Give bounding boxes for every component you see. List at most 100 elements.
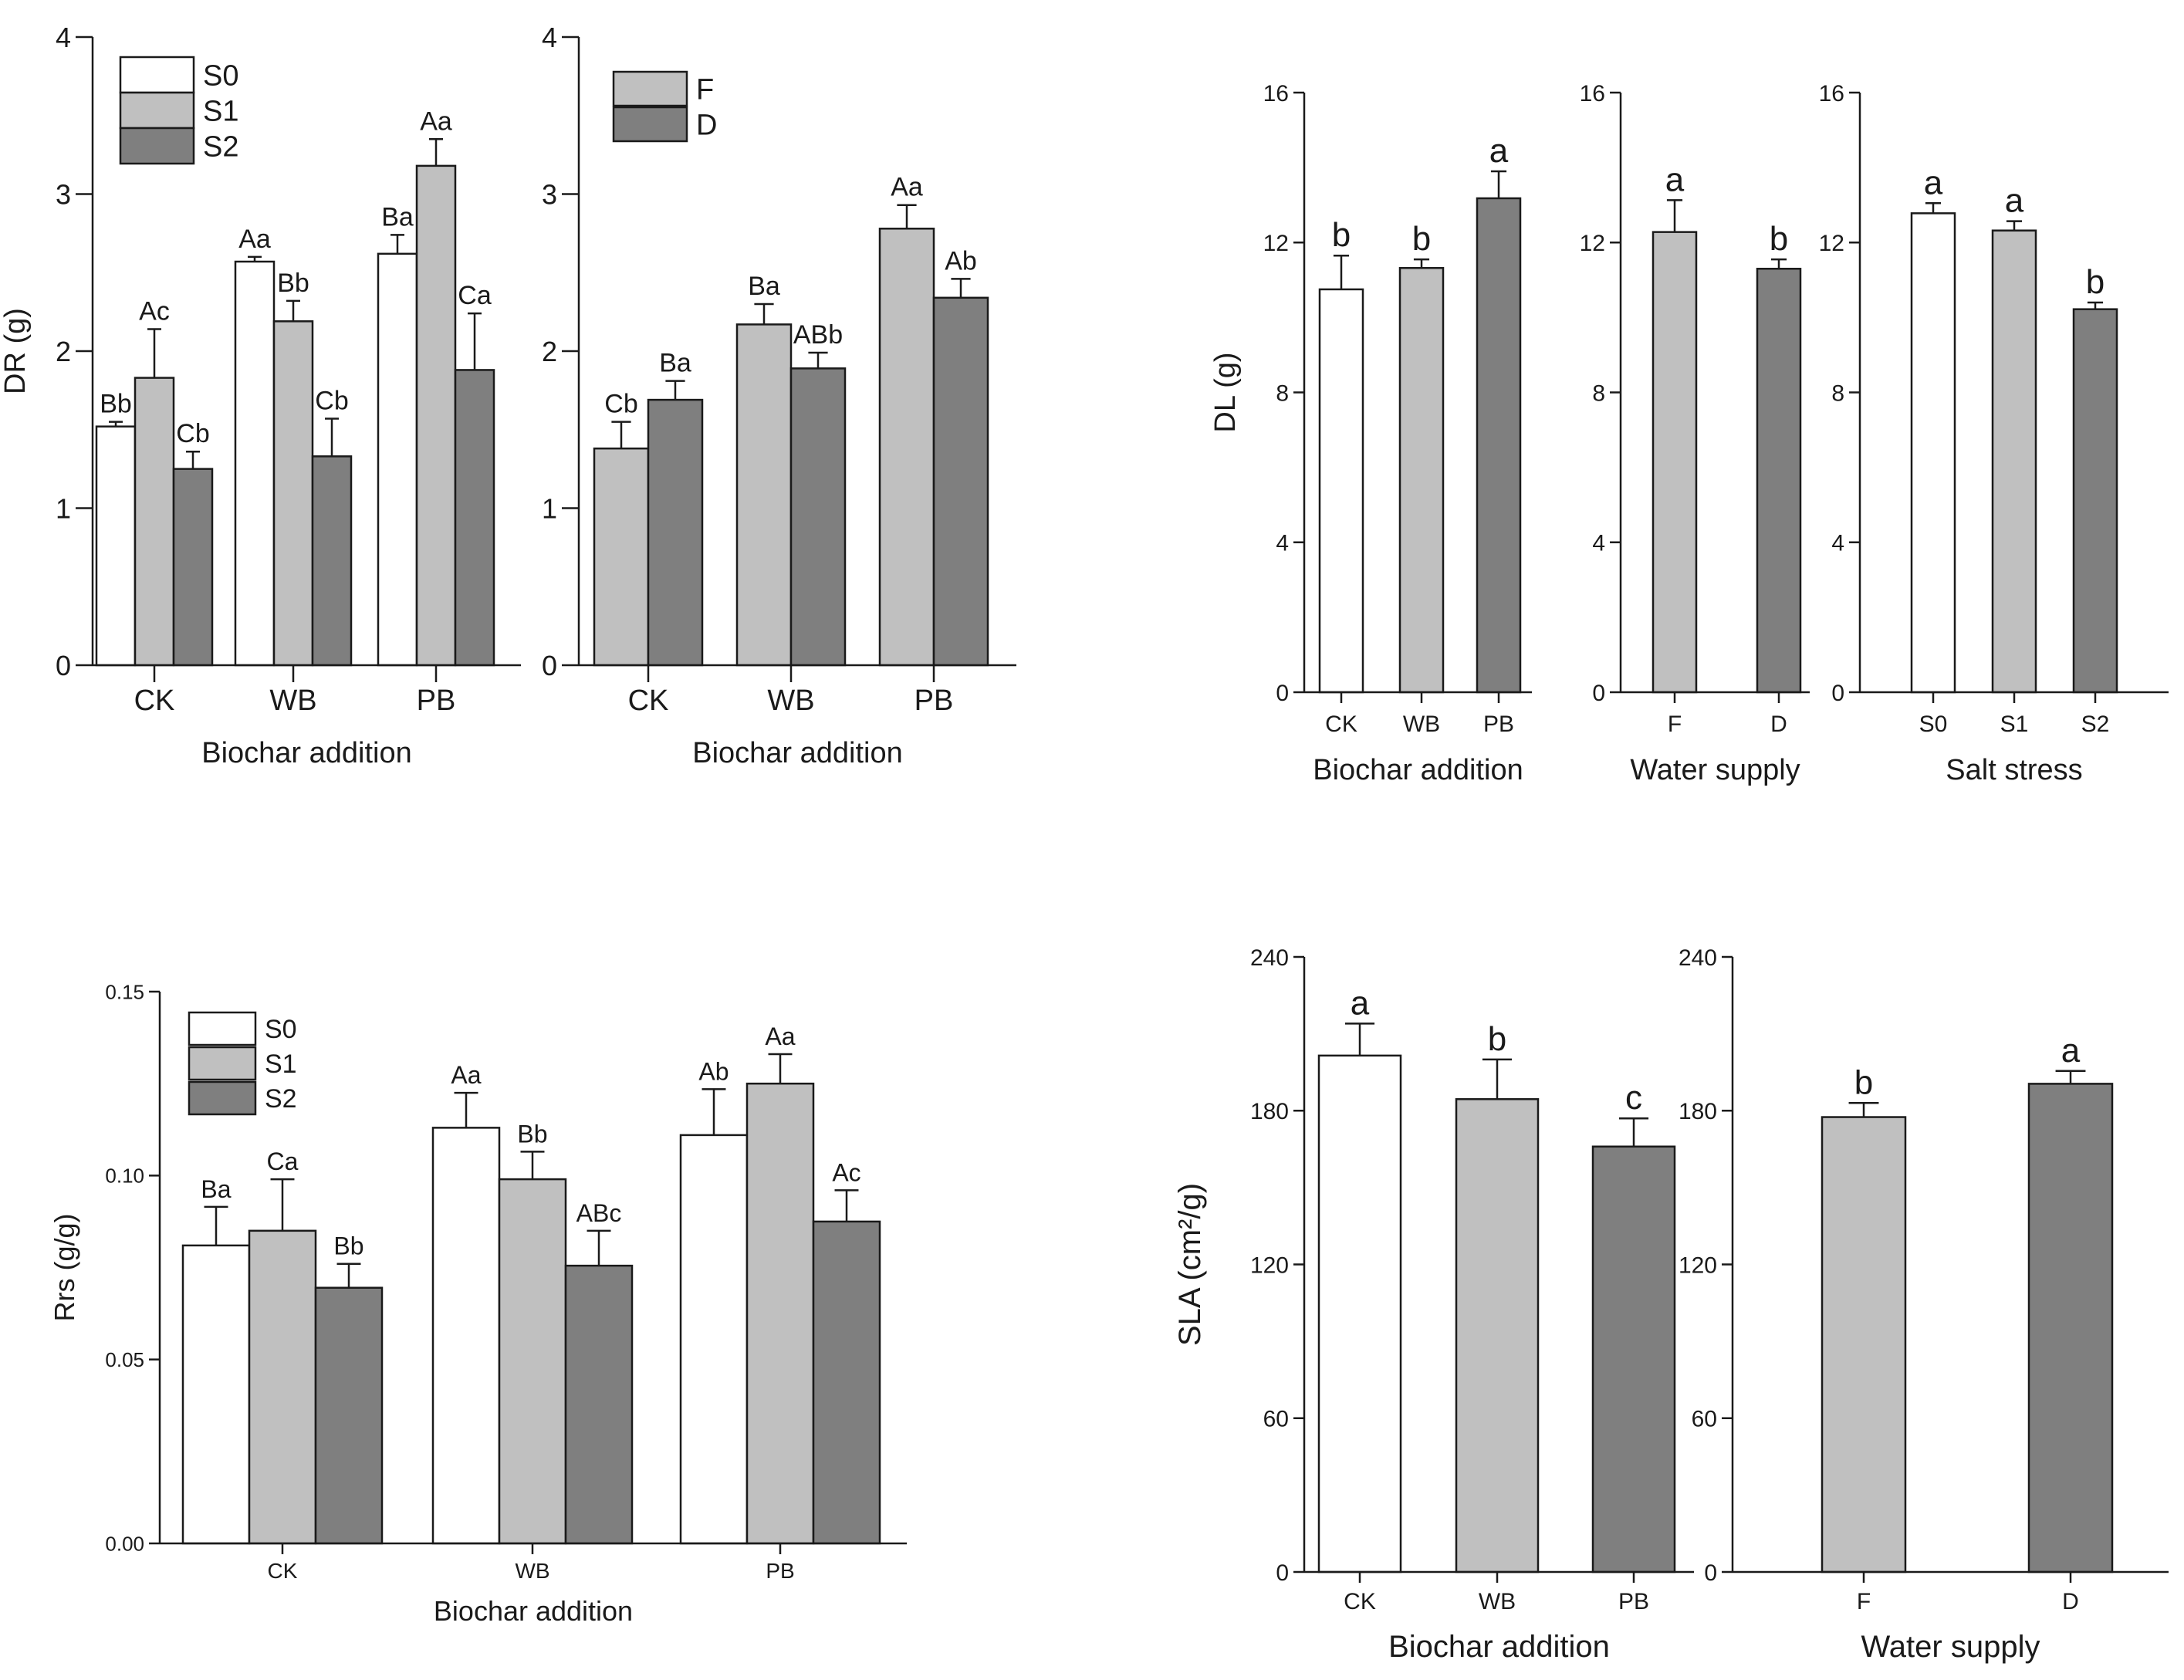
- x-tick-label: WB: [1479, 1589, 1516, 1614]
- legend-swatch-s0: [119, 56, 195, 94]
- x-tick-label: S0: [1919, 712, 1948, 737]
- legend-label-s2: S2: [265, 1084, 297, 1114]
- x-axis-title: Water supply: [1861, 1630, 2040, 1664]
- legend-label-s1: S1: [265, 1050, 297, 1079]
- x-tick-label: CK: [268, 1559, 298, 1583]
- y-tick-label: 4: [1592, 531, 1605, 556]
- data-label-ck: b: [1332, 216, 1351, 254]
- bar-s2-wb: [564, 1264, 634, 1545]
- data-label-wb: b: [1412, 220, 1431, 258]
- data-label-s0-ck: Bb: [100, 390, 132, 419]
- data-label-s2-pb: Ac: [832, 1158, 860, 1186]
- bar-s1-ck: [248, 1229, 317, 1545]
- data-label-s1-ck: Ac: [139, 297, 170, 326]
- y-tick-label: 240: [1250, 945, 1289, 971]
- x-tick-label: WB: [1403, 712, 1440, 737]
- data-label-s2-ck: Cb: [176, 419, 209, 448]
- bar-pb: [1591, 1145, 1676, 1574]
- legend: S0 S1 S2: [188, 1011, 297, 1116]
- legend-swatch-s1: [119, 91, 195, 130]
- bar-s2: [2072, 308, 2118, 694]
- y-tick-label: 8: [1592, 380, 1605, 406]
- y-tick-label: 60: [1263, 1407, 1289, 1432]
- y-tick-label: 16: [1263, 81, 1289, 106]
- bar-f-wb: [735, 323, 793, 667]
- chart-dl-water: a b 0 4 8 12 16 F D Water supply: [1580, 81, 1810, 786]
- bar-s0-pb: [679, 1134, 749, 1545]
- y-tick-label: 120: [1679, 1252, 1717, 1278]
- bar-f: [1652, 231, 1698, 694]
- chart-rrs-salt: Ba Aa Ab Ca Bb Aa Bb ABc Ac 0.00 0.05 0.10 0.15 CK WB P…: [49, 980, 907, 1627]
- y-tick-label: 0.10: [105, 1165, 144, 1188]
- x-axis-title: Water supply: [1630, 754, 1800, 786]
- y-tick-label: 16: [1580, 81, 1605, 106]
- bar-s0-ck: [181, 1244, 251, 1545]
- bar-s1-ck: [134, 377, 175, 667]
- x-tick-label: CK: [1325, 712, 1357, 737]
- bar-ck: [1318, 288, 1364, 694]
- data-label-s1-ck: Ca: [267, 1148, 299, 1175]
- x-tick-label: F: [1668, 712, 1682, 737]
- y-axis-title: Rrs (g/g): [49, 1213, 80, 1321]
- bar-ck: [1317, 1054, 1402, 1574]
- bar-f: [1821, 1116, 1907, 1574]
- y-tick-label: 4: [1831, 531, 1844, 556]
- legend-label-s0: S0: [265, 1015, 297, 1044]
- y-tick-label: 0: [1276, 681, 1289, 706]
- data-label-s0-ck: Ba: [201, 1175, 231, 1203]
- data-label-s2-ck: Bb: [333, 1232, 363, 1260]
- x-tick-label: PB: [417, 685, 456, 717]
- y-tick-label: 8: [1276, 380, 1289, 406]
- chart-dl-biochar: b b a 0 4 8 12 16 CK WB PB Biochar addition DL (g): [1209, 81, 1532, 786]
- x-tick-label: D: [2062, 1589, 2079, 1614]
- y-tick-label: 0: [1831, 681, 1844, 706]
- data-label-s0-pb: Ba: [381, 202, 414, 232]
- bar-s0-pb: [377, 252, 418, 667]
- legend-swatch-d: [612, 106, 688, 143]
- data-label-f-wb: Ba: [748, 272, 780, 301]
- bar-d-pb: [932, 296, 989, 667]
- data-label-f-pb: Aa: [891, 173, 923, 202]
- bar-s2-ck: [172, 468, 214, 667]
- x-tick-label: WB: [269, 685, 316, 717]
- chart-dl-salt: a a b 0 4 8 12 16 S0 S1 S2 Salt stress: [1819, 81, 2169, 786]
- data-label-s1-pb: Aa: [765, 1023, 795, 1050]
- x-axis-title: Salt stress: [1946, 754, 2082, 786]
- data-label-d-pb: Ab: [945, 246, 977, 275]
- data-label-s1-wb: Bb: [517, 1120, 547, 1148]
- x-tick-label: PB: [1483, 712, 1514, 737]
- data-label-s2-wb: ABc: [576, 1199, 622, 1227]
- legend-label-s1: S1: [203, 96, 238, 128]
- x-axis-title: Biochar addition: [201, 737, 412, 769]
- bar-s2-pb: [812, 1220, 881, 1545]
- data-label-d-wb: ABb: [793, 320, 843, 350]
- data-label-d-ck: Ba: [659, 349, 691, 378]
- data-label-s1-pb: Aa: [420, 106, 452, 136]
- bar-d: [2027, 1083, 2114, 1574]
- bar-pb: [1476, 197, 1522, 694]
- y-tick-label: 180: [1679, 1099, 1717, 1124]
- x-axis-title: Biochar addition: [1313, 754, 1523, 786]
- bar-s0-wb: [234, 260, 276, 667]
- x-tick-label: CK: [1344, 1589, 1376, 1614]
- bar-s2-wb: [311, 455, 353, 667]
- data-label-s1-wb: Bb: [277, 269, 309, 298]
- bar-d-ck: [647, 398, 704, 667]
- bar-s1-wb: [498, 1178, 567, 1545]
- y-tick-label: 3: [542, 178, 557, 210]
- y-tick-label: 12: [1580, 231, 1605, 256]
- y-tick-label: 4: [542, 22, 557, 53]
- bar-d: [1756, 267, 1802, 694]
- y-tick-label: 2: [56, 336, 71, 367]
- data-label-s2-wb: Cb: [315, 387, 348, 416]
- y-tick-label: 3: [56, 178, 71, 210]
- chart-dr-water: Cb Ba Aa Ba ABb Ab 0 1 2 3 4 CK WB PB Biochar addition…: [542, 22, 1016, 769]
- y-tick-label: 16: [1819, 81, 1844, 106]
- y-tick-label: 180: [1250, 1099, 1289, 1124]
- legend-label-d: D: [696, 110, 717, 142]
- x-tick-label: WB: [515, 1559, 549, 1583]
- x-tick-label: CK: [628, 685, 669, 717]
